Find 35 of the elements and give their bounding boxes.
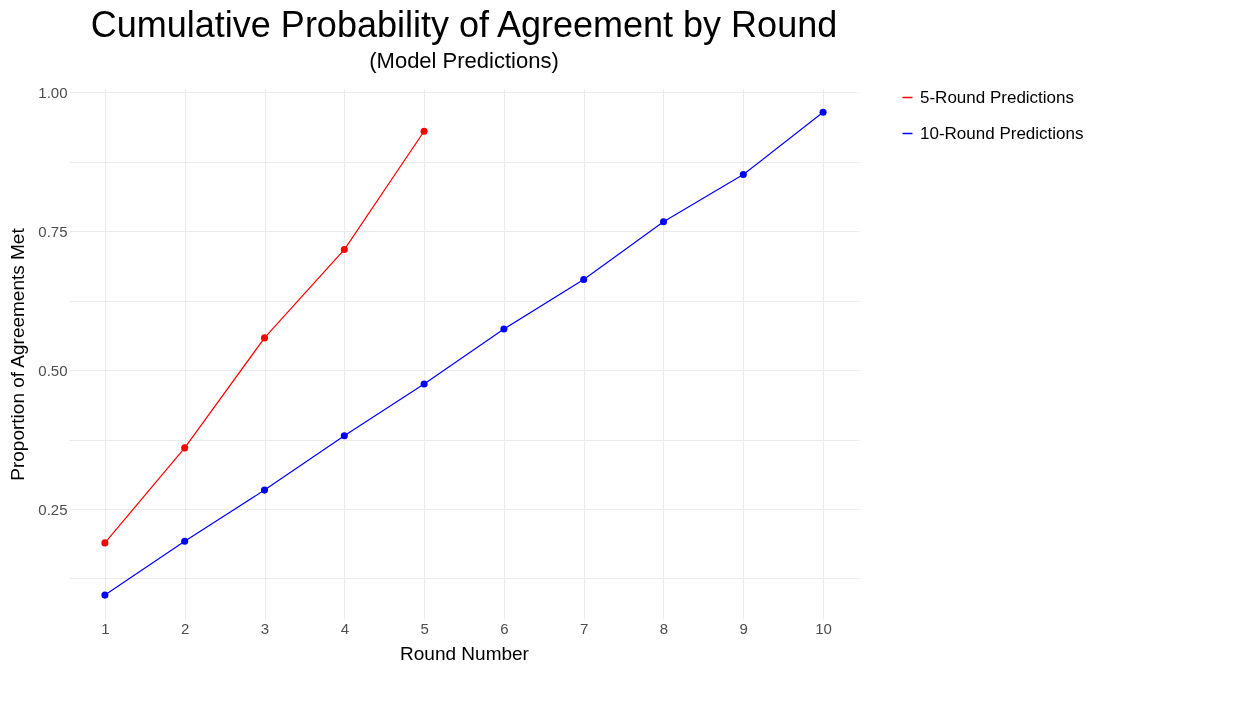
- y-tick-label: 0.75: [38, 222, 68, 240]
- x-tick-label: 8: [659, 619, 669, 637]
- point: [260, 334, 269, 342]
- y-tick-label: 1.00: [38, 83, 68, 101]
- chart-title: Cumulative Probability of Agreement by Round: [90, 4, 838, 46]
- point: [181, 537, 189, 545]
- point: [181, 444, 189, 452]
- y-tick-label: 0.25: [38, 500, 68, 518]
- x-tick-label: 6: [500, 619, 509, 637]
- point: [101, 591, 109, 599]
- x-tick-label: 5: [420, 619, 429, 637]
- point: [340, 246, 348, 254]
- chart-subtitle: (Model Predictions): [369, 48, 559, 74]
- point: [340, 432, 348, 440]
- point: [819, 108, 827, 116]
- point: [500, 325, 508, 333]
- x-tick-label: 1: [101, 619, 110, 637]
- point: [101, 539, 109, 547]
- y-axis-title: Proportion of Agreements Met: [7, 227, 29, 481]
- point: [659, 218, 668, 226]
- point: [420, 127, 428, 135]
- legend-label: 10-Round Predictions: [920, 123, 1084, 143]
- x-tick-label: 4: [340, 619, 349, 637]
- x-tick-label: 9: [739, 619, 748, 637]
- x-tick-label: 2: [181, 619, 190, 637]
- point: [580, 276, 588, 284]
- point: [739, 171, 747, 179]
- legend-label: 5-Round Predictions: [920, 87, 1075, 107]
- x-tick-label: 10: [815, 619, 832, 637]
- x-tick-label: 3: [260, 619, 270, 637]
- y-tick-label: 0.50: [38, 361, 68, 379]
- point: [260, 486, 269, 494]
- x-axis-title: Round Number: [400, 642, 530, 664]
- point: [420, 380, 428, 388]
- x-tick-label: 7: [580, 619, 589, 637]
